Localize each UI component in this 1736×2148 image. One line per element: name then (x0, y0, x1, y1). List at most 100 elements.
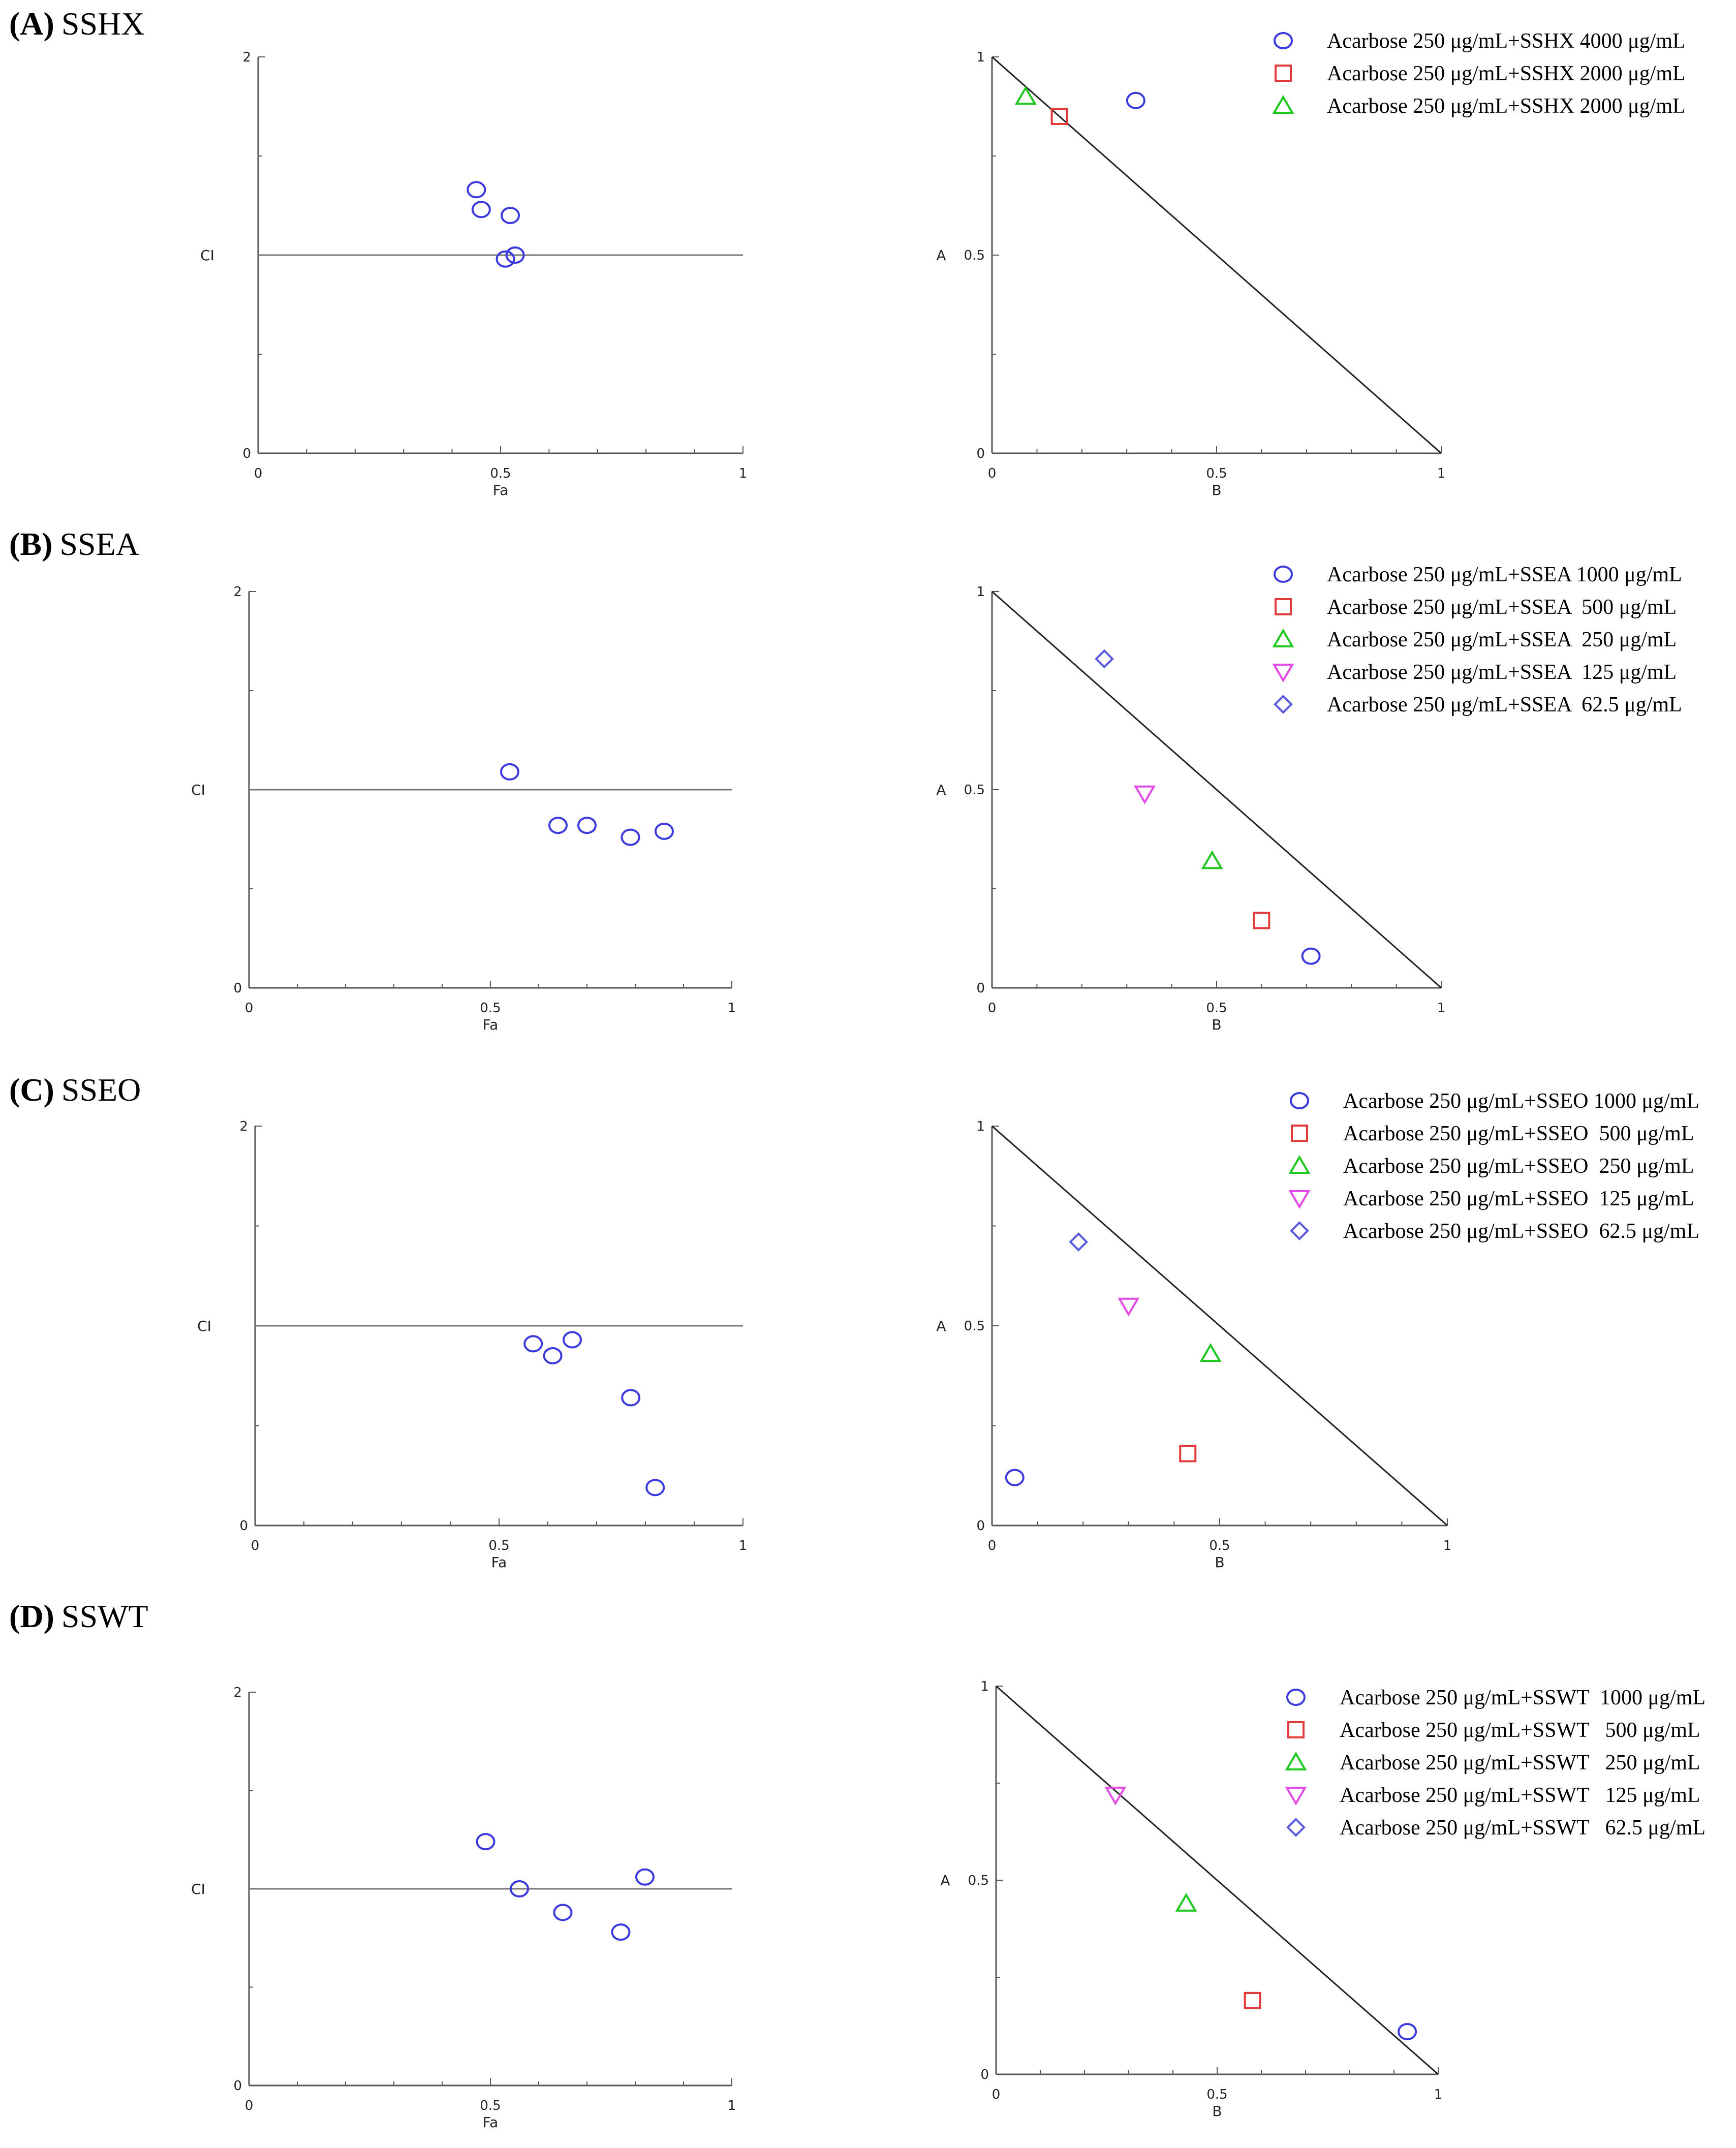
legend-marker-square (1275, 598, 1292, 615)
isobologram-point-triangle (1199, 1343, 1222, 1362)
y-tick-label: 0 (976, 981, 985, 996)
legend-marker-down-triangle (1285, 1787, 1307, 1805)
legend-marker-circle (1274, 566, 1293, 583)
x-tick-label: 0 (988, 1538, 997, 1553)
ci-data-point (621, 1389, 641, 1407)
legend-marker-circle (1290, 1092, 1309, 1109)
x-tick-label: 1 (1437, 1001, 1446, 1016)
legend-label: Acarbose 250 μg/mL+SSEO 1000 μg/mL (1343, 1089, 1699, 1113)
legend: Acarbose 250 μg/mL+SSWT 1000 μg/mL Acarbo… (1285, 1686, 1706, 1840)
legend: Acarbose 250 μg/mL+SSEA 1000 μg/mL Acarbo… (1272, 563, 1682, 717)
x-tick-label: 0.5 (488, 1538, 509, 1553)
x-tick-label: 1 (1434, 2087, 1443, 2102)
y-axis-label: A (936, 1318, 946, 1334)
y-tick-label: 2 (239, 1119, 248, 1134)
legend-label: Acarbose 250 μg/mL+SSEO 500 μg/mL (1343, 1122, 1694, 1145)
ci-data-point (553, 1904, 573, 1921)
y-tick-label: 0 (980, 2067, 989, 2082)
y-tick-label: 1 (976, 1119, 985, 1134)
legend-label: Acarbose 250 μg/mL+SSEO 250 μg/mL (1343, 1155, 1694, 1178)
ci-data-point (523, 1335, 543, 1353)
y-tick-label: 0.5 (964, 783, 985, 798)
legend-marker-square (1291, 1125, 1308, 1142)
ci-data-point (577, 817, 597, 834)
x-tick-label: 0.5 (480, 2098, 501, 2113)
y-tick-label: 2 (233, 584, 242, 600)
x-axis-label: Fa (493, 482, 509, 499)
ci-data-point (563, 1331, 582, 1349)
x-axis-label: Fa (483, 2114, 499, 2131)
panel-c-title: (C) SSEO (9, 1072, 141, 1108)
y-tick-label: 2 (233, 1685, 242, 1700)
legend-label: Acarbose 250 μg/mL+SSEA 500 μg/mL (1327, 596, 1677, 619)
legend-marker-square (1275, 65, 1292, 82)
isobologram-point-square (1179, 1445, 1197, 1462)
ci-data-point (635, 1868, 655, 1886)
chart-c-isobologram: 0 0.5 1 0 0.5 1 B A Acarbose 250 μg/mL+SSEO 1000… (936, 1089, 1699, 1571)
legend-label: Acarbose 250 μg/mL+SSHX 4000 μg/mL (1327, 29, 1686, 53)
y-tick-label: 0.5 (968, 1873, 989, 1888)
x-tick-label: 1 (739, 1538, 748, 1553)
ci-data-point (645, 1479, 665, 1497)
legend-label: Acarbose 250 μg/mL+SSHX 2000 μg/mL (1327, 95, 1686, 118)
legend-marker-circle (1286, 1689, 1306, 1706)
y-tick-label: 0.5 (964, 1319, 985, 1334)
ci-data-point (505, 246, 525, 264)
legend-marker-triangle (1285, 1752, 1307, 1770)
y-axis-label: A (936, 247, 946, 264)
x-axis-label: Fa (491, 1554, 507, 1571)
legend-marker-triangle (1272, 629, 1294, 647)
legend-marker-down-triangle (1288, 1190, 1311, 1209)
isobologram-point-diamond (1095, 649, 1114, 669)
chart-b-isobologram: 0 0.5 1 0 0.5 1 B A Acarbose 250 μg/mL+SSEA 1000… (936, 563, 1682, 1033)
isobole-line (996, 1685, 1439, 2075)
legend-label: Acarbose 250 μg/mL+SSWT 250 μg/mL (1340, 1751, 1700, 1775)
isobologram-point-down-triangle (1118, 1297, 1140, 1317)
ci-data-point (501, 207, 520, 224)
panel-b-title: (B) SSEA (9, 526, 139, 562)
x-tick-label: 0.5 (1206, 2087, 1227, 2102)
ci-data-point (548, 817, 568, 834)
x-tick-label: 0.5 (480, 1001, 501, 1016)
legend-label: Acarbose 250 μg/mL+SSWT 1000 μg/mL (1340, 1686, 1706, 1709)
x-axis-label: B (1212, 482, 1221, 499)
legend-label: Acarbose 250 μg/mL+SSEA 1000 μg/mL (1327, 563, 1682, 586)
isobologram-point-circle (1301, 947, 1321, 965)
y-tick-label: 1 (976, 50, 985, 65)
y-tick-label: 2 (242, 50, 251, 65)
isobologram-point-triangle (1201, 850, 1223, 869)
y-tick-label: 0 (239, 1518, 248, 1534)
y-tick-label: 0 (976, 446, 985, 461)
y-axis-label: CI (191, 1881, 205, 1897)
x-tick-label: 0 (992, 2087, 1001, 2102)
x-tick-label: 1 (739, 466, 748, 481)
ci-data-point (510, 1880, 529, 1897)
isobole-line (991, 1125, 1448, 1527)
y-axis-label: CI (197, 1318, 211, 1334)
legend-marker-diamond (1286, 1818, 1306, 1837)
x-axis-label: B (1215, 1554, 1224, 1571)
panel-a-title: (A) SSHX (9, 6, 144, 42)
charts-layer: 0 0.5 1 0 2 Fa CI 0 0.5 1 0 0.5 1 B A Acarbose 250 μg/m… (191, 29, 1706, 2131)
x-tick-label: 0 (988, 466, 997, 481)
ci-data-point (611, 1923, 631, 1941)
y-tick-label: 0 (976, 1518, 985, 1534)
x-tick-label: 0.5 (1206, 466, 1227, 481)
chart-d-isobologram: 0 0.5 1 0 0.5 1 B A Acarbose 250 μg/mL+SSWT 1000… (940, 1679, 1706, 2120)
isobologram-point-circle (1398, 2022, 1417, 2040)
y-axis-label: CI (191, 782, 205, 798)
x-tick-label: 0 (245, 2098, 254, 2113)
x-tick-label: 0 (254, 466, 263, 481)
legend-label: Acarbose 250 μg/mL+SSEO 62.5 μg/mL (1343, 1220, 1699, 1243)
legend-label: Acarbose 250 μg/mL+SSHX 2000 μg/mL (1327, 62, 1686, 85)
x-tick-label: 0.5 (490, 466, 511, 481)
y-tick-label: 0 (233, 981, 242, 996)
ci-data-point (476, 1833, 495, 1851)
isobologram-point-down-triangle (1134, 785, 1156, 804)
chart-d-ci-plot: 0 0.5 1 0 2 Fa CI (191, 1685, 736, 2131)
y-axis-label: A (940, 1872, 950, 1889)
y-axis-label: A (936, 782, 946, 798)
ci-data-point (495, 250, 515, 268)
legend-marker-triangle (1272, 95, 1294, 114)
